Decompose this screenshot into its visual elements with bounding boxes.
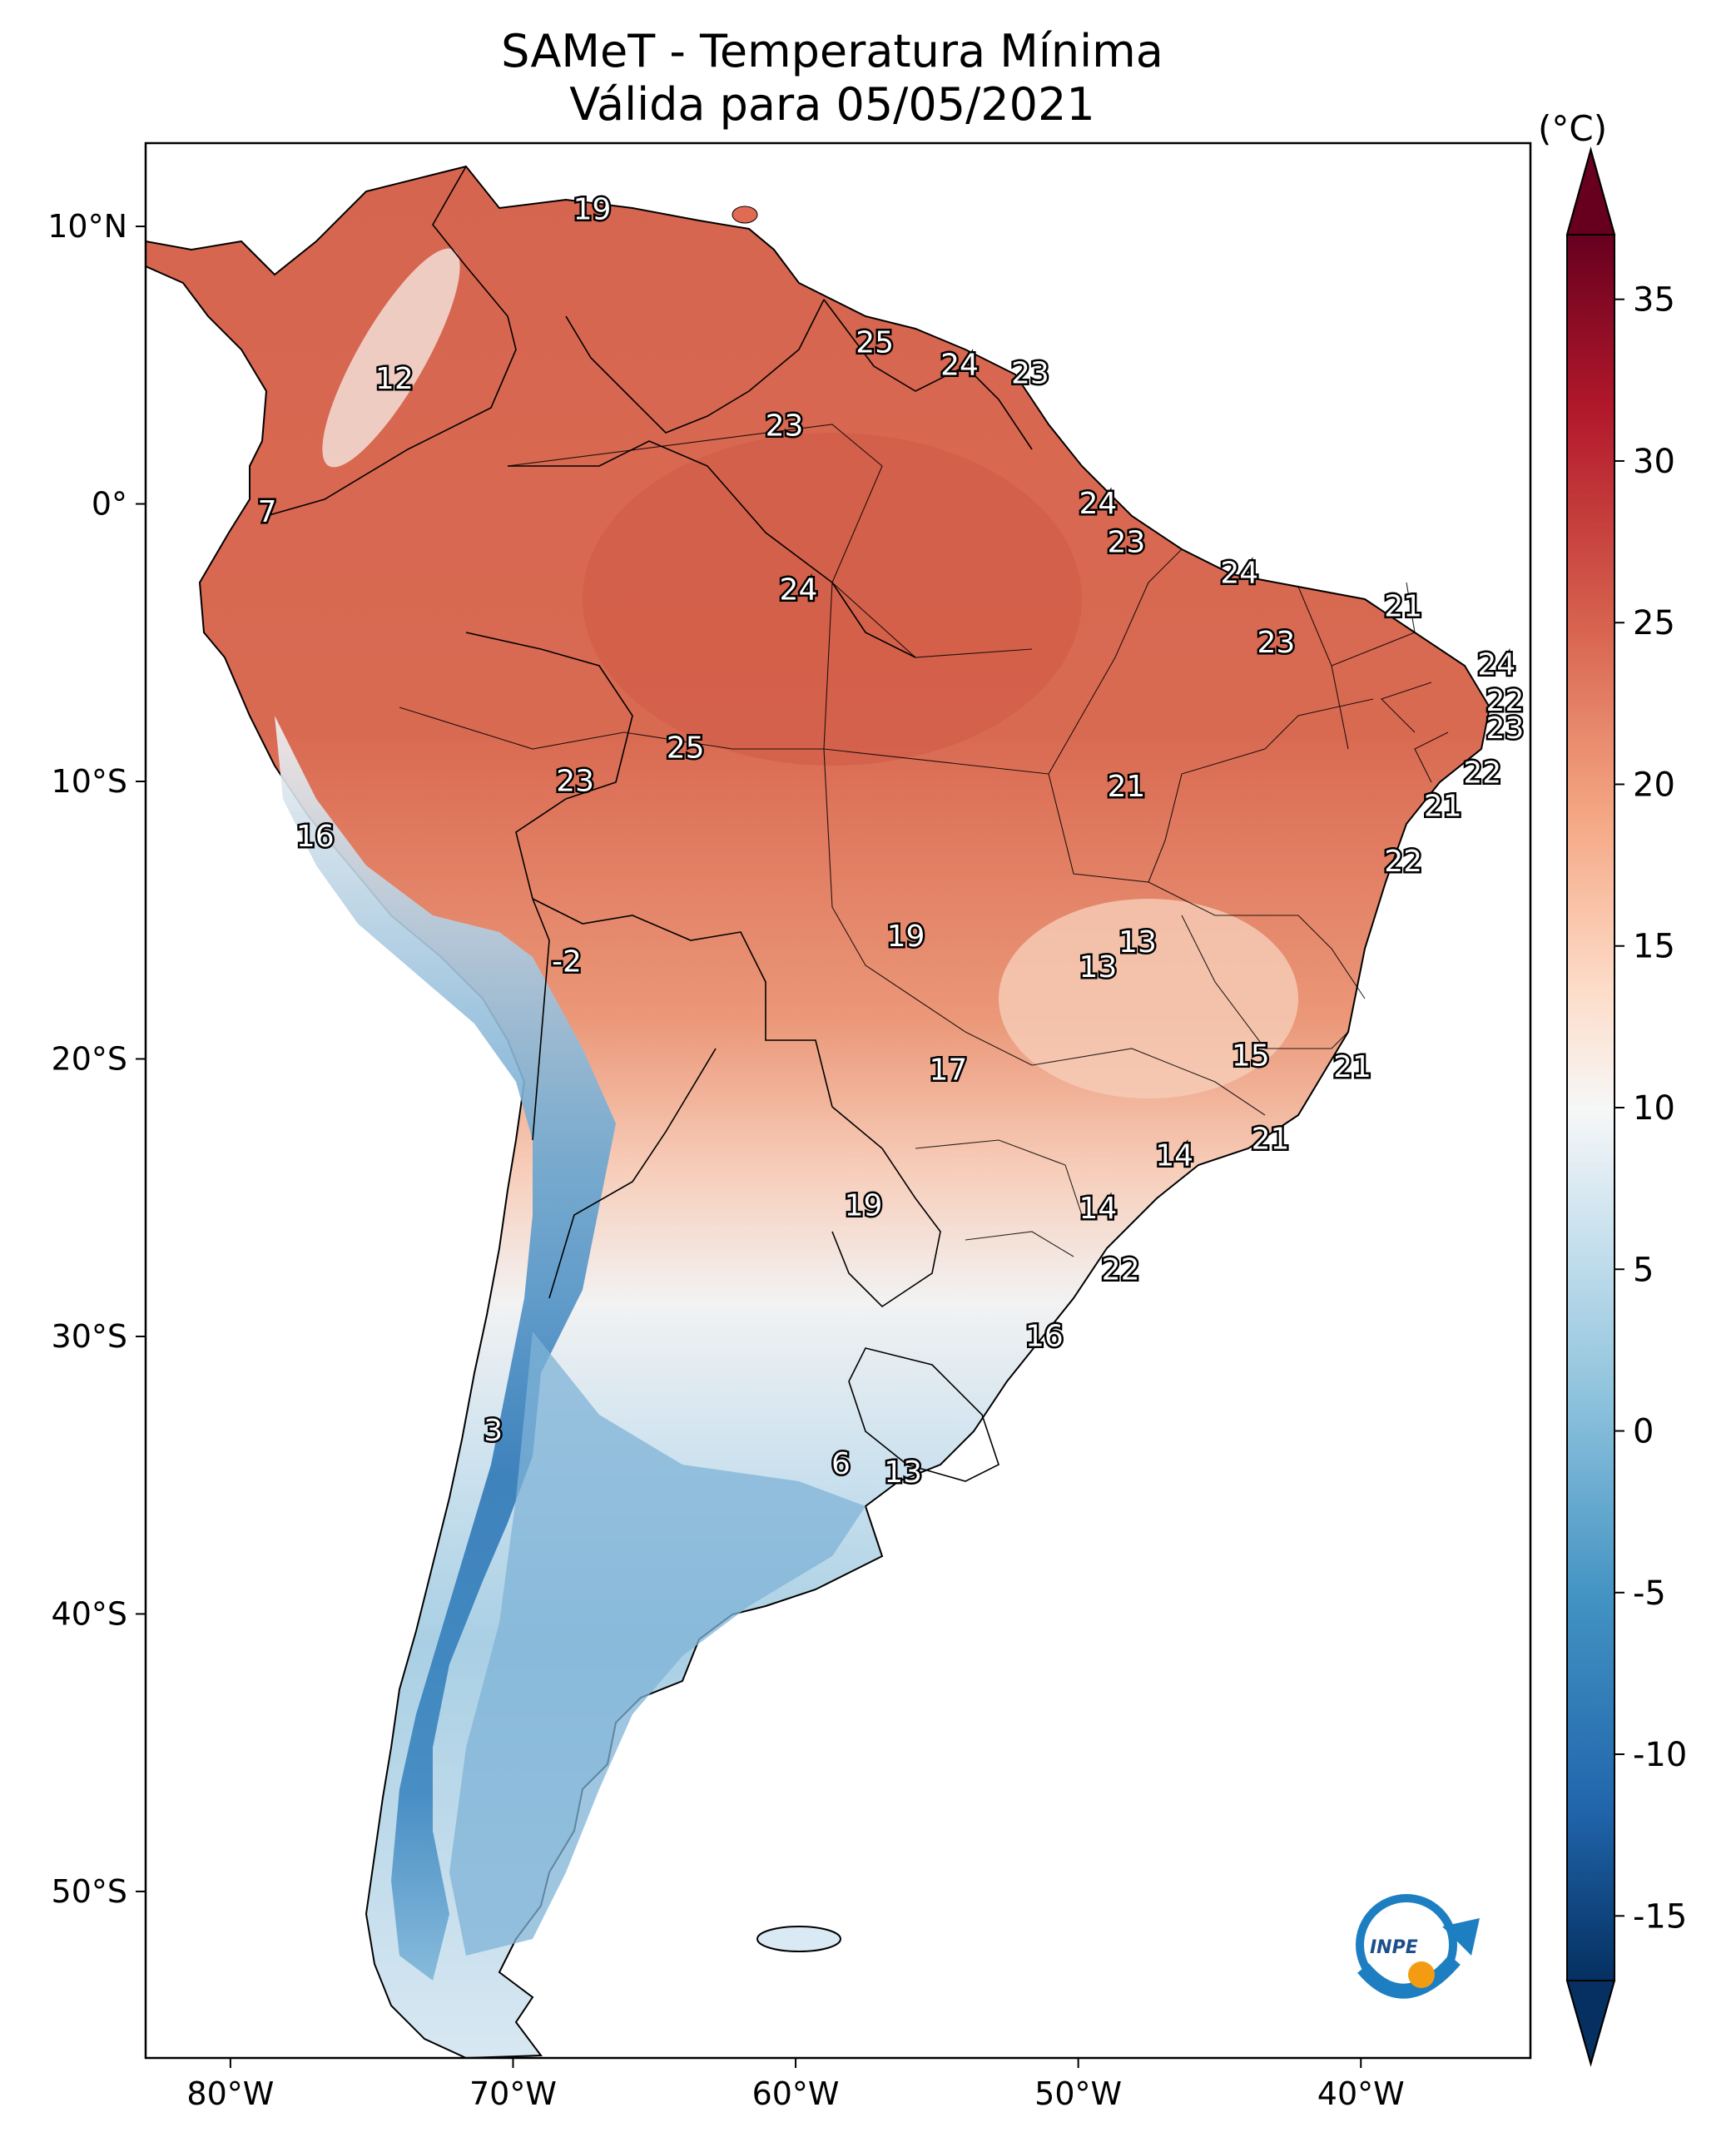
station-value-label: -2 (552, 945, 582, 979)
lat-tick-label: 30°S (52, 1318, 127, 1355)
colorbar-tick-label: 5 (1633, 1251, 1654, 1289)
inpe-logo: INPE (1356, 1894, 1480, 1999)
station-value-label: 19 (887, 920, 925, 954)
colorbar-bar (1567, 235, 1614, 1981)
station-value-label: 21 (1107, 770, 1145, 804)
station-value-label: 19 (573, 193, 612, 227)
lon-tick-label: 80°W (186, 2075, 274, 2112)
lat-tick-label: 0° (92, 486, 127, 523)
southeast-brazil-mild (999, 899, 1298, 1098)
colorbar-tick-label: -15 (1633, 1897, 1687, 1936)
colorbar-max-extend (1565, 146, 1616, 236)
lat-tick-label: 10°S (52, 763, 127, 800)
station-value-label: 24 (1477, 647, 1515, 682)
lon-tick-label: 40°W (1317, 2075, 1405, 2112)
station-value-label: 22 (1486, 684, 1525, 718)
station-value-label: 3 (484, 1414, 503, 1448)
title-line-2: Válida para 05/05/2021 (569, 78, 1095, 131)
station-value-label: 16 (296, 820, 335, 854)
station-value-label: 23 (1486, 712, 1525, 746)
station-value-label: 23 (556, 765, 594, 799)
station-value-label: 24 (1220, 556, 1258, 590)
station-value-label: 22 (1463, 756, 1501, 790)
station-value-label: 24 (780, 573, 818, 607)
amazon-warm-core (583, 433, 1082, 766)
station-value-label: 22 (1102, 1252, 1140, 1287)
longitude-ticks: 80°W 70°W 60°W 50°W 40°W (186, 2058, 1405, 2112)
station-value-label: 14 (1079, 1192, 1118, 1226)
andes-cold-band (275, 716, 616, 1981)
colorbar-min-extend (1565, 1980, 1616, 2067)
station-value-label: 24 (940, 348, 979, 382)
country-borders (265, 166, 1033, 1482)
station-value-label: 17 (930, 1053, 968, 1087)
lat-tick-label: 40°S (52, 1595, 127, 1632)
falkland-islands (756, 1926, 841, 1952)
station-value-label: 24 (1079, 487, 1118, 521)
station-value-label: 14 (1155, 1139, 1193, 1173)
station-value-label: 15 (1232, 1039, 1270, 1074)
station-value-label: 21 (1384, 589, 1422, 623)
station-value-label: 12 (375, 362, 414, 396)
colorbar-tick-label: 15 (1633, 928, 1675, 966)
colorbar-tick-label: 10 (1633, 1089, 1675, 1128)
station-value-label: 23 (1257, 626, 1295, 660)
colorbar-ticks: 35 30 25 20 15 10 5 0 -5 -10 -15 (1614, 281, 1687, 1936)
caribbean-island (732, 206, 758, 224)
colorbar-tick-label: -10 (1633, 1736, 1687, 1774)
lat-tick-label: 20°S (52, 1040, 127, 1077)
station-value-label: 13 (884, 1455, 922, 1490)
station-value-label: 25 (667, 731, 705, 765)
station-value-label: 21 (1424, 790, 1462, 824)
colorbar-tick-label: 35 (1633, 281, 1675, 320)
colorbar-tick-label: 25 (1633, 604, 1675, 642)
station-value-label: 6 (831, 1447, 851, 1481)
lon-tick-label: 50°W (1034, 2075, 1122, 2112)
station-value-label: 16 (1025, 1319, 1064, 1353)
station-value-label: 13 (1079, 950, 1118, 984)
title-line-1: SAMeT - Temperatura Mínima (501, 25, 1163, 77)
lon-tick-label: 60°W (752, 2075, 840, 2112)
inpe-logo-text: INPE (1370, 1937, 1418, 1958)
colorbar-tick-label: 0 (1633, 1413, 1654, 1451)
station-value-label: 25 (856, 326, 894, 360)
state-borders (399, 424, 1449, 1257)
lat-tick-label: 50°S (52, 1873, 127, 1910)
station-value-label: 19 (845, 1189, 883, 1223)
map-title: SAMeT - Temperatura Mínima Válida para 0… (146, 25, 1519, 131)
colorbar-unit-label: (°C) (1538, 108, 1608, 149)
station-value-label: 23 (766, 409, 804, 444)
lat-tick-label: 10°N (47, 208, 127, 245)
station-value-label: 23 (1011, 356, 1049, 390)
colorbar: 35 30 25 20 15 10 5 0 -5 -10 -15 (1565, 146, 1687, 2067)
station-value-label: 23 (1107, 526, 1145, 560)
colombia-highlands (322, 248, 460, 468)
station-value-label: 21 (1333, 1050, 1371, 1084)
lon-tick-label: 70°W (469, 2075, 557, 2112)
station-value-label: 22 (1384, 845, 1422, 879)
station-value-label: 21 (1252, 1123, 1290, 1157)
station-value-label: 13 (1118, 925, 1157, 959)
colorbar-tick-label: 20 (1633, 766, 1675, 804)
latitude-ticks: 10°N 0° 10°S 20°S 30°S 40°S 50°S (47, 208, 146, 1910)
colorbar-tick-label: 30 (1633, 443, 1675, 481)
station-value-label: 7 (258, 495, 277, 529)
colorbar-tick-label: -5 (1633, 1574, 1666, 1613)
patagonia-cool-area (449, 1331, 866, 1956)
map-frame (144, 141, 1532, 2060)
